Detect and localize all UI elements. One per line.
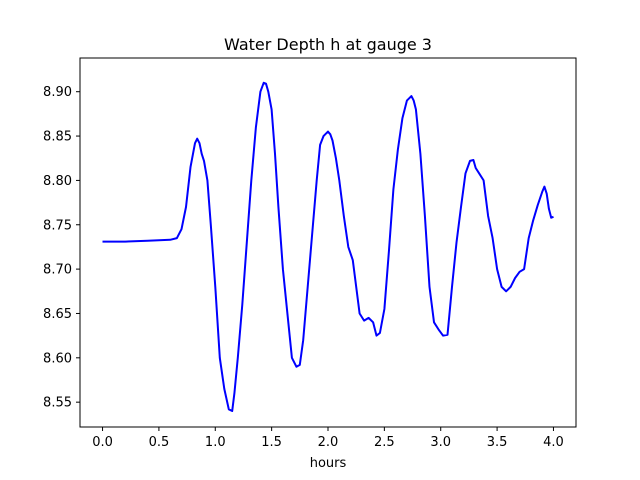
y-tick-label: 8.60 xyxy=(43,351,72,366)
x-tick-label: 1.0 xyxy=(205,435,226,450)
y-tick-label: 8.85 xyxy=(43,130,72,145)
y-axis-ticks: 8.55 8.60 8.65 8.70 8.75 8.80 8.85 8.90 xyxy=(43,85,80,411)
x-tick-label: 2.5 xyxy=(374,435,395,450)
y-tick-label: 8.65 xyxy=(43,307,72,322)
chart-title: Water Depth h at gauge 3 xyxy=(224,35,432,54)
x-tick-label: 2.0 xyxy=(318,435,339,450)
x-tick-label: 3.5 xyxy=(487,435,508,450)
x-tick-label: 0.5 xyxy=(149,435,170,450)
x-tick-label: 4.0 xyxy=(543,435,564,450)
x-tick-label: 1.5 xyxy=(261,435,282,450)
x-tick-label: 0.0 xyxy=(92,435,113,450)
plot-area xyxy=(102,81,554,412)
y-tick-label: 8.80 xyxy=(43,174,72,189)
x-tick-label: 3.0 xyxy=(430,435,451,450)
y-tick-label: 8.90 xyxy=(43,85,72,100)
y-tick-label: 8.55 xyxy=(43,396,72,411)
y-tick-label: 8.75 xyxy=(43,218,72,233)
series-line-0 xyxy=(102,81,554,412)
x-axis-ticks: 0.0 0.5 1.0 1.5 2.0 2.5 3.0 3.5 4.0 xyxy=(92,427,564,450)
y-tick-label: 8.70 xyxy=(43,263,72,278)
x-axis-label: hours xyxy=(310,456,347,471)
plot-frame xyxy=(79,57,577,428)
